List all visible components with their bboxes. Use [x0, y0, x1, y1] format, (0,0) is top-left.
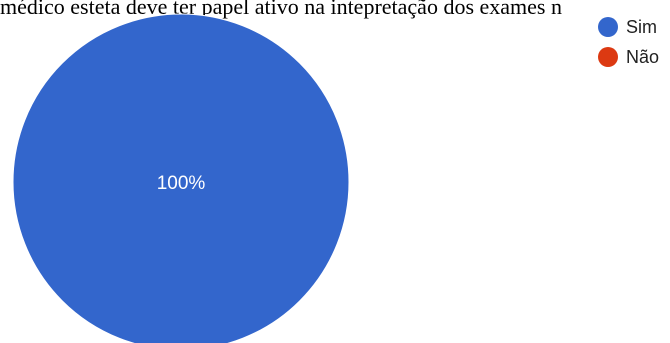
legend-item-nao[interactable]: Não [598, 42, 659, 72]
legend-item-sim[interactable]: Sim [598, 12, 659, 42]
legend-swatch-nao [598, 47, 618, 67]
legend-label-sim: Sim [626, 16, 657, 37]
legend-swatch-sim [598, 17, 618, 37]
chart-title: médico esteta deve ter papel ativo na in… [0, 0, 562, 19]
pie-slice-sim[interactable] [12, 13, 350, 343]
legend-label-nao: Não [626, 46, 660, 67]
legend: Sim Não [598, 12, 659, 72]
pie-slice-sim-label: 100% [157, 173, 206, 194]
